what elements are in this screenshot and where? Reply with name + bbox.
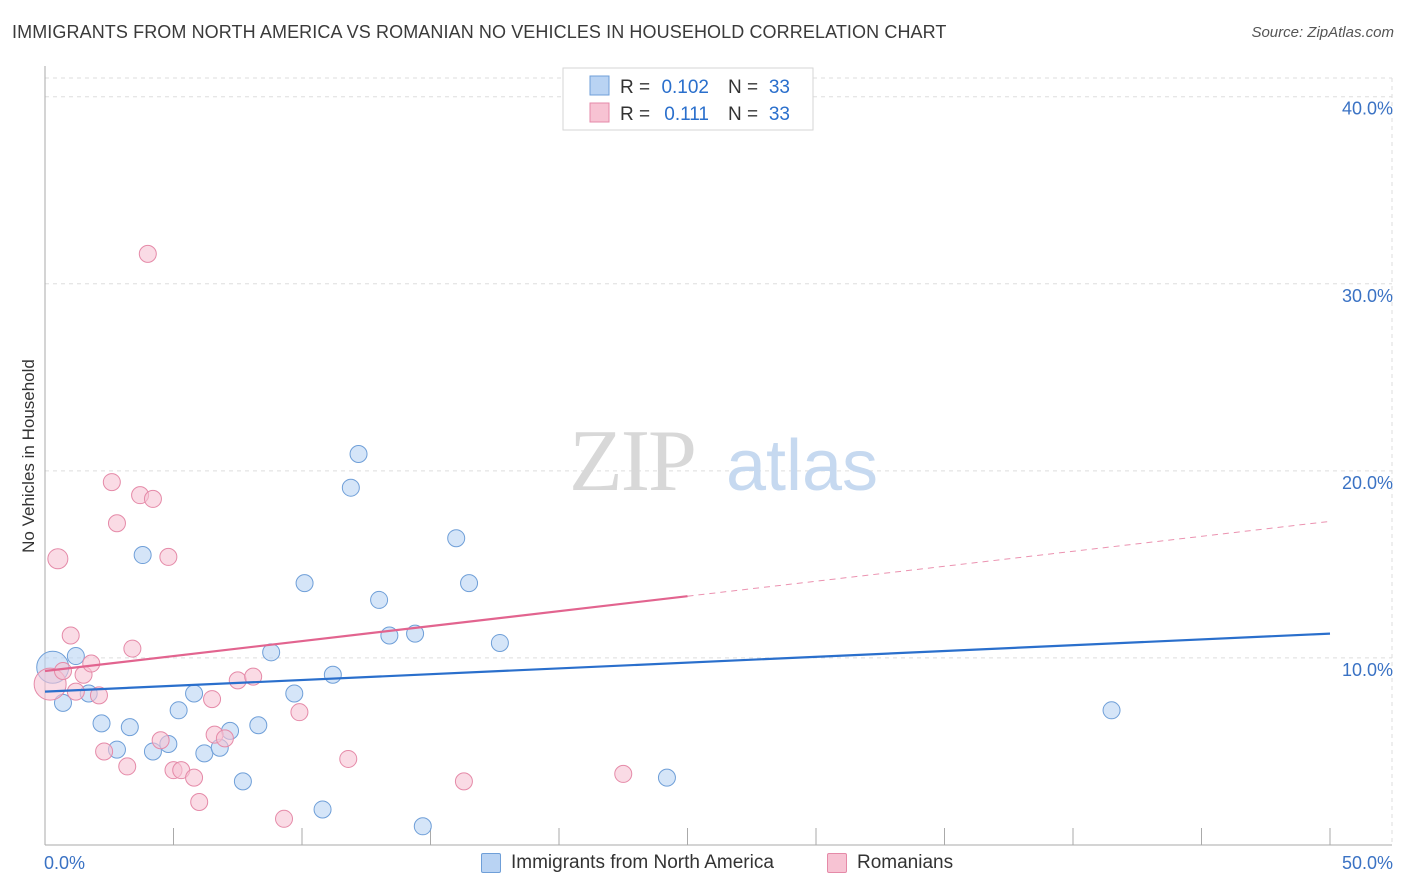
data-point-romanians (275, 809, 294, 828)
data-point-romanians (215, 729, 234, 748)
data-point-immigrants (169, 701, 188, 720)
trend-extension-romanians (687, 520, 1331, 597)
legend-r-value-pink: 0.111 (664, 104, 709, 125)
legend-label-immigrants: Immigrants from North America (511, 852, 774, 873)
trend-lines (44, 520, 1331, 693)
data-point-immigrants (295, 574, 314, 593)
data-point-romanians (203, 690, 222, 709)
data-point-romanians (138, 244, 157, 263)
data-point-romanians (82, 654, 101, 673)
data-point-immigrants (120, 718, 139, 737)
axes (44, 66, 1392, 846)
data-point-romanians (290, 703, 309, 722)
data-point-immigrants (413, 817, 432, 836)
data-point-romanians (614, 764, 633, 783)
data-point-immigrants (370, 590, 389, 609)
data-point-romanians (228, 671, 247, 690)
x-tick-label: 0.0% (44, 853, 85, 873)
data-point-romanians (159, 547, 178, 566)
chart-title: IMMIGRANTS FROM NORTH AMERICA VS ROMANIA… (12, 22, 947, 42)
legend-swatch-immigrants (481, 853, 501, 873)
trend-line-romanians (44, 595, 688, 673)
data-point-immigrants (195, 744, 214, 763)
data-point-immigrants (313, 800, 332, 819)
data-point-romanians (102, 473, 121, 492)
data-point-romanians (47, 548, 69, 570)
data-point-immigrants (133, 546, 152, 565)
source-label: Source: ZipAtlas.com (1251, 24, 1394, 41)
y-axis-label: No Vehicles in Household (19, 359, 38, 553)
x-tick-label: 50.0% (1342, 853, 1393, 873)
data-point-immigrants (92, 714, 111, 733)
legend-swatch-pink (589, 102, 610, 123)
watermark: ZIP atlas (569, 413, 878, 510)
legend-label-romanians: Romanians (857, 852, 954, 873)
data-point-romanians (190, 792, 209, 811)
trend-line-immigrants (44, 632, 1331, 693)
data-point-romanians (66, 682, 85, 701)
y-tick-label: 30.0% (1342, 286, 1393, 306)
data-point-immigrants (657, 768, 676, 787)
series-romanians-points (33, 97, 653, 828)
data-point-romanians (118, 757, 137, 776)
data-point-immigrants (341, 478, 360, 497)
data-point-romanians (151, 731, 170, 750)
legend-r-value-blue: 0.102 (661, 77, 709, 98)
data-point-romanians (123, 639, 142, 658)
data-point-romanians (185, 768, 204, 787)
y-tick-label: 10.0% (1342, 660, 1393, 680)
legend-n-value-blue: 33 (769, 77, 790, 98)
data-point-immigrants (249, 716, 268, 735)
legend-item-romanians: Romanians (827, 852, 953, 874)
data-point-immigrants (447, 529, 466, 548)
grid-lines (45, 77, 1393, 845)
legend-r-label-blue: R = (620, 77, 650, 98)
data-point-immigrants (460, 574, 479, 593)
data-point-immigrants (185, 684, 204, 703)
tick-labels: 10.0% 20.0% 30.0% 40.0% 0.0% 50.0% (44, 99, 1393, 873)
legend-n-value-pink: 33 (769, 104, 790, 125)
data-point-immigrants (349, 445, 368, 464)
data-point-romanians (143, 489, 162, 508)
y-tick-label: 40.0% (1342, 99, 1393, 119)
legend-r-label-pink: R = (620, 104, 650, 125)
data-point-romanians (107, 514, 126, 533)
data-point-immigrants (1102, 701, 1121, 720)
legend-n-label-blue: N = (728, 77, 758, 98)
data-point-romanians (61, 626, 80, 645)
legend-top: R = 0.102 N = 33 R = 0.111 N = 33 (562, 67, 814, 131)
data-point-romanians (339, 749, 358, 768)
watermark-zip: ZIP (569, 413, 695, 510)
y-tick-label: 20.0% (1342, 473, 1393, 493)
data-point-romanians (454, 772, 473, 791)
watermark-atlas: atlas (726, 426, 878, 506)
data-point-romanians (53, 662, 72, 681)
data-point-immigrants (285, 684, 304, 703)
data-point-immigrants (323, 665, 342, 684)
data-point-immigrants (66, 647, 85, 666)
legend-swatch-romanians (827, 853, 847, 873)
legend-bottom: Immigrants from North America Romanians (0, 852, 1406, 878)
data-point-immigrants (490, 633, 509, 652)
data-point-immigrants (233, 772, 252, 791)
data-point-romanians (95, 742, 114, 761)
data-point-romanians (89, 686, 108, 705)
legend-swatch-blue (589, 75, 610, 96)
data-point-romanians (244, 667, 263, 686)
legend-item-immigrants: Immigrants from North America (481, 852, 774, 874)
legend-n-label-pink: N = (728, 104, 758, 125)
